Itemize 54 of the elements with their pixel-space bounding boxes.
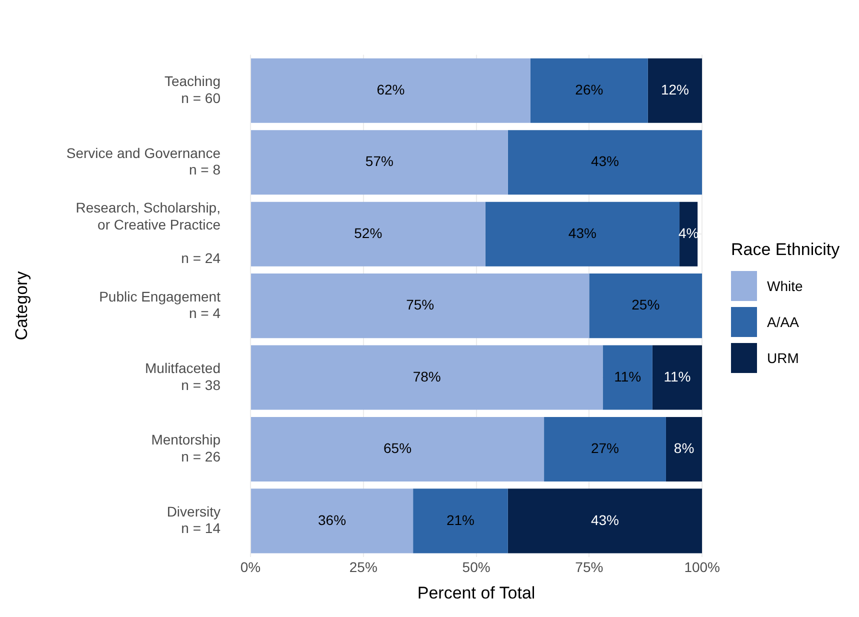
y-tick-label: Service and Governance n = 8 <box>66 144 221 178</box>
data-label: 43% <box>590 153 620 170</box>
x-tick-label: 25% <box>349 559 378 576</box>
x-tick-label: 75% <box>575 559 604 576</box>
y-tick-label: Mulitfaceted n = 38 <box>145 360 221 393</box>
bar <box>250 130 508 195</box>
data-label: 62% <box>376 82 405 98</box>
bar <box>485 202 680 266</box>
y-tick-label: Public Engagement n = 4 <box>99 288 221 322</box>
legend-label: White <box>766 277 804 296</box>
bar <box>530 58 648 123</box>
bar <box>250 58 530 123</box>
data-label: 11% <box>664 368 691 384</box>
data-label: 27% <box>590 440 620 456</box>
bar <box>508 130 702 195</box>
bar <box>250 416 544 482</box>
data-label: 11% <box>614 368 642 384</box>
y-axis-title: Category <box>12 270 31 340</box>
bar <box>413 488 508 554</box>
legend-title: Race Ethnicity <box>731 240 840 260</box>
bar <box>589 274 702 338</box>
data-label: 78% <box>412 368 441 384</box>
bar <box>250 345 603 410</box>
x-tick-label: 50% <box>462 559 490 576</box>
bar <box>508 488 702 554</box>
data-label: 43% <box>590 512 620 528</box>
data-label: 52% <box>354 224 382 241</box>
data-label: 43% <box>568 224 596 241</box>
data-label: 12% <box>660 82 690 98</box>
data-label: 21% <box>446 512 474 528</box>
data-label: 57% <box>365 153 394 170</box>
bar <box>250 488 414 554</box>
data-label: 65% <box>383 440 412 456</box>
y-tick-label: Diversity n = 14 <box>166 503 221 536</box>
bar <box>666 416 702 482</box>
data-label: 26% <box>575 82 604 98</box>
bar <box>652 345 702 410</box>
data-label: 8% <box>674 440 694 456</box>
bar <box>250 202 486 266</box>
bar <box>250 274 590 338</box>
data-label: 75% <box>406 296 434 313</box>
bar <box>602 345 652 410</box>
legend-label: URM <box>766 349 800 368</box>
x-tick-label: 0% <box>240 559 261 576</box>
x-tick-label: 100% <box>684 559 720 576</box>
bar <box>648 58 702 123</box>
data-label: 36% <box>318 512 346 528</box>
bar <box>544 416 666 482</box>
data-label: 25% <box>632 296 660 313</box>
legend-label: A/AA <box>766 313 800 332</box>
y-tick-label: Teaching n = 60 <box>164 73 221 106</box>
x-axis-title: Percent of Total <box>417 583 536 602</box>
y-tick-label: Mentorship n = 26 <box>151 432 221 464</box>
category-label: Research, Scholarship, or Creative Practice n = 24 <box>76 200 220 266</box>
